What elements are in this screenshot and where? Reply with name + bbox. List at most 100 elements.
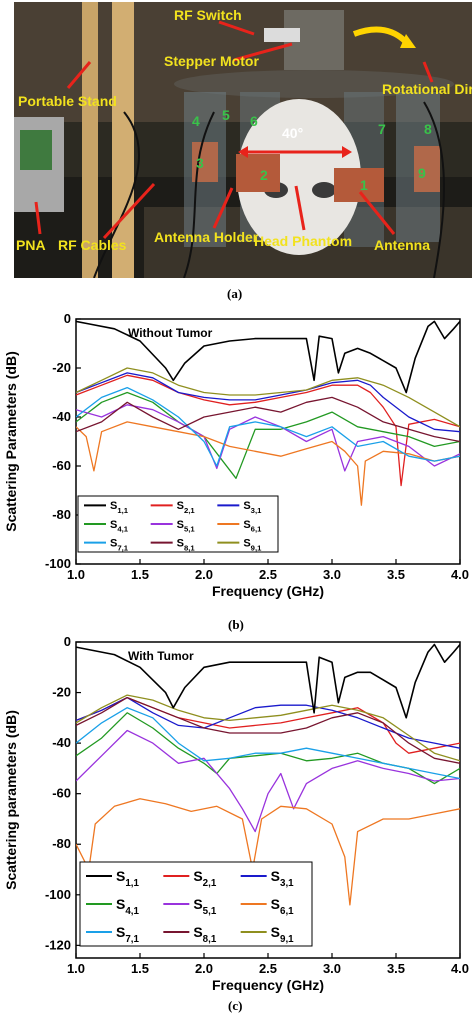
x-tick-label: 1.0 bbox=[67, 567, 85, 582]
chart-annotation: With Tumor bbox=[128, 649, 194, 663]
legend-label: S4,1 bbox=[110, 519, 129, 534]
label-rotational-direction: Rotational Direction bbox=[382, 81, 472, 97]
antenna-9 bbox=[414, 146, 440, 192]
label-rf-cables: RF Cables bbox=[58, 237, 127, 253]
x-tick-label: 1.5 bbox=[131, 567, 149, 582]
y-tick-label: -60 bbox=[52, 786, 71, 801]
series-line-s8-1 bbox=[76, 396, 460, 443]
legend-label: S9,1 bbox=[271, 924, 295, 945]
series-line-s9-1 bbox=[76, 694, 460, 762]
legend-label: S7,1 bbox=[110, 538, 129, 553]
y-tick-label: -80 bbox=[52, 507, 71, 522]
rf-cable bbox=[93, 111, 141, 278]
x-tick-label: 3.0 bbox=[323, 961, 341, 976]
x-tick-label: 1.0 bbox=[67, 961, 85, 976]
series-line-s2-1 bbox=[76, 374, 460, 487]
legend-label: S7,1 bbox=[116, 924, 140, 945]
antenna-number-4: 4 bbox=[192, 113, 200, 129]
series-line-s7-1 bbox=[76, 386, 460, 467]
antenna-2 bbox=[236, 154, 280, 192]
label-stepper-motor: Stepper Motor bbox=[164, 53, 259, 69]
series-line-s1-1 bbox=[76, 320, 460, 394]
series-line-s6-1 bbox=[76, 798, 460, 906]
y-tick-label: -60 bbox=[52, 458, 71, 473]
label-head-phantom: Head Phantom bbox=[254, 233, 352, 249]
legend-label: S6,1 bbox=[271, 896, 295, 917]
x-tick-label: 4.0 bbox=[451, 961, 469, 976]
antenna-number-1: 1 bbox=[360, 177, 368, 193]
x-tick-label: 3.5 bbox=[387, 567, 405, 582]
antenna-number-7: 7 bbox=[378, 121, 386, 137]
y-axis-title: Scattering parameters (dB) bbox=[3, 710, 19, 890]
series-line-s9-1 bbox=[76, 367, 460, 428]
head-phantom bbox=[237, 99, 361, 255]
series-line-s4-1 bbox=[76, 391, 460, 479]
antenna-number-6: 6 bbox=[250, 113, 258, 129]
panel-label-c: (c) bbox=[228, 998, 243, 1013]
legend-label: S8,1 bbox=[193, 924, 217, 945]
legend-label: S5,1 bbox=[193, 896, 217, 917]
y-tick-label: -40 bbox=[52, 409, 71, 424]
series-line-s7-1 bbox=[76, 707, 460, 780]
legend-label: S1,1 bbox=[110, 500, 129, 515]
antenna-number-2: 2 bbox=[260, 167, 268, 183]
label-antenna-holder: Antenna Holder bbox=[154, 229, 259, 245]
y-tick-label: -80 bbox=[52, 836, 71, 851]
legend-label: S8,1 bbox=[177, 538, 196, 553]
antenna-number-8: 8 bbox=[424, 121, 432, 137]
legend-label: S3,1 bbox=[271, 868, 295, 889]
label-pna: PNA bbox=[16, 237, 46, 253]
series-line-s5-1 bbox=[76, 729, 460, 833]
series-line-s5-1 bbox=[76, 404, 460, 472]
measurement-setup-photo: RF Switch Stepper Motor Portable Stand R… bbox=[14, 2, 472, 278]
rf-switch bbox=[264, 28, 300, 42]
legend-label: S3,1 bbox=[243, 500, 262, 515]
legend-label: S2,1 bbox=[193, 868, 217, 889]
antenna-number-5: 5 bbox=[222, 107, 230, 123]
label-angle: 40° bbox=[282, 125, 303, 141]
x-tick-label: 3.5 bbox=[387, 961, 405, 976]
legend-label: S5,1 bbox=[177, 519, 196, 534]
antenna-number-9: 9 bbox=[418, 165, 426, 181]
x-tick-label: 2.5 bbox=[259, 961, 277, 976]
antenna-number-3: 3 bbox=[196, 155, 204, 171]
y-tick-label: -100 bbox=[45, 887, 71, 902]
rotation-arrow-icon bbox=[352, 26, 409, 45]
portable-stand bbox=[82, 2, 98, 278]
y-tick-label: -20 bbox=[52, 685, 71, 700]
y-tick-label: 0 bbox=[64, 634, 71, 649]
y-axis-title: Scattering Parameters (dB) bbox=[3, 351, 19, 532]
series-line-s8-1 bbox=[76, 696, 460, 764]
y-tick-label: -40 bbox=[52, 735, 71, 750]
legend-label: S1,1 bbox=[116, 868, 140, 889]
legend-label: S9,1 bbox=[243, 538, 262, 553]
series-line-s3-1 bbox=[76, 372, 460, 433]
label-rf-switch: RF Switch bbox=[174, 7, 242, 23]
legend-box bbox=[77, 495, 279, 553]
y-tick-label: -100 bbox=[45, 556, 71, 571]
chart-with-tumor: 1.0 1.5 2.0 2.5 3.0 3.5 4.0 0 -20 -40 -60 -80 -100 -1… bbox=[3, 634, 469, 993]
x-tick-label: 2.0 bbox=[195, 567, 213, 582]
chart-annotation: Without Tumor bbox=[128, 326, 213, 340]
legend-label: S2,1 bbox=[177, 500, 196, 515]
x-tick-label: 2.5 bbox=[259, 567, 277, 582]
legend-label: S6,1 bbox=[243, 519, 262, 534]
y-tick-label: -20 bbox=[52, 360, 71, 375]
x-axis-title: Frequency (GHz) bbox=[212, 977, 324, 993]
y-tick-label: -120 bbox=[45, 937, 71, 952]
panel-label-a: (a) bbox=[227, 286, 243, 301]
x-axis-title: Frequency (GHz) bbox=[212, 583, 324, 599]
legend-label: S4,1 bbox=[116, 896, 140, 917]
label-portable-stand: Portable Stand bbox=[18, 93, 117, 109]
x-tick-label: 1.5 bbox=[131, 961, 149, 976]
x-tick-label: 4.0 bbox=[451, 567, 469, 582]
x-tick-label: 2.0 bbox=[195, 961, 213, 976]
x-tick-label: 3.0 bbox=[323, 567, 341, 582]
series-line-s6-1 bbox=[76, 421, 460, 506]
label-antenna: Antenna bbox=[374, 237, 430, 253]
legend-box bbox=[79, 861, 313, 947]
antenna-1 bbox=[334, 168, 384, 202]
panel-label-b: (b) bbox=[228, 617, 244, 632]
series-line-s1-1 bbox=[76, 643, 460, 719]
y-tick-label: 0 bbox=[64, 311, 71, 326]
